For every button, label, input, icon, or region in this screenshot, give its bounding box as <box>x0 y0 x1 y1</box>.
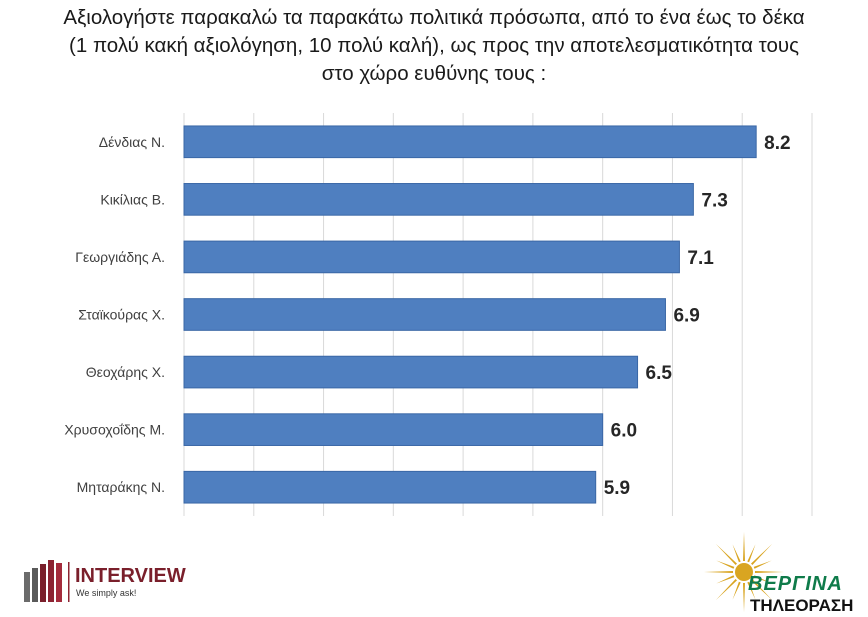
data-label: 8.2 <box>764 133 790 154</box>
sun-rays <box>704 532 784 612</box>
sun-ray <box>743 583 745 612</box>
sun-ray <box>704 571 733 573</box>
category-label: Γεωργιάδης Α. <box>75 249 165 265</box>
data-label: 7.1 <box>687 248 714 269</box>
sun-ray <box>747 544 756 563</box>
sun-ray <box>716 575 735 584</box>
sun-ray <box>755 571 784 573</box>
bar <box>183 125 757 159</box>
vergina-tv-logo: ΒΕΡΓΙΝΑ ΤΗΛΕΟΡΑΣΗ <box>704 532 853 615</box>
interview-logo-tagline: We simply ask! <box>76 588 136 598</box>
bar <box>183 298 666 331</box>
sun-ray <box>747 581 756 600</box>
data-label: 6.5 <box>646 363 673 384</box>
sun-ray <box>751 579 773 601</box>
interview-logo: INTERVIEW We simply ask! <box>24 560 186 602</box>
chart-title-line: στο χώρο ευθύνης τους : <box>321 62 547 85</box>
chart-title-line: Αξιολογήστε παρακαλώ τα παρακάτω πολιτικ… <box>63 6 805 29</box>
category-label: Κικίλιας Β. <box>100 191 165 207</box>
category-label: Χρυσοχοΐδης Μ. <box>64 422 165 438</box>
category-label: Μηταράκης Ν. <box>77 479 165 495</box>
chart-title-line: (1 πολύ κακή αξιολόγηση, 10 πολύ καλή), … <box>69 34 799 57</box>
category-label: Σταϊκούρας Χ. <box>78 307 165 323</box>
sun-ray <box>732 581 741 600</box>
sun-ray <box>715 543 737 565</box>
interview-logo-name: INTERVIEW <box>75 565 186 587</box>
sun-ray <box>751 543 773 565</box>
bar <box>183 470 597 504</box>
data-label: 7.3 <box>701 190 727 211</box>
chart-title: Αξιολογήστε παρακαλώ τα παρακάτω πολιτικ… <box>0 4 868 88</box>
sun-ray <box>753 560 772 569</box>
vergina-logo-bottom: ΤΗΛΕΟΡΑΣΗ <box>750 596 853 615</box>
category-labels: Δένδιας Ν. Κικίλιας Β. Γεωργιάδης Α. Σταϊκο… <box>64 134 165 495</box>
data-label: 6.9 <box>673 306 699 327</box>
data-label: 5.9 <box>604 478 630 499</box>
bars <box>183 125 757 504</box>
sun-ray <box>753 575 772 584</box>
bar <box>183 355 639 389</box>
vergina-logo-top: ΒΕΡΓΙΝΑ <box>748 573 843 595</box>
category-label: Δένδιας Ν. <box>99 134 165 150</box>
category-label: Θεοχάρης Χ. <box>86 364 165 380</box>
sun-ray <box>716 560 735 569</box>
data-label: 6.0 <box>611 421 637 442</box>
bar-chart: Δένδιας Ν. Κικίλιας Β. Γεωργιάδης Α. Σταϊκο… <box>64 113 813 516</box>
bar <box>183 183 694 216</box>
sun-ray <box>743 532 745 561</box>
sun-ray <box>715 579 737 601</box>
sun-ray <box>732 544 741 563</box>
bar <box>183 240 680 274</box>
value-labels: 8.2 7.3 7.1 6.9 6.5 6.0 5.9 <box>604 133 791 499</box>
bar <box>183 413 604 446</box>
